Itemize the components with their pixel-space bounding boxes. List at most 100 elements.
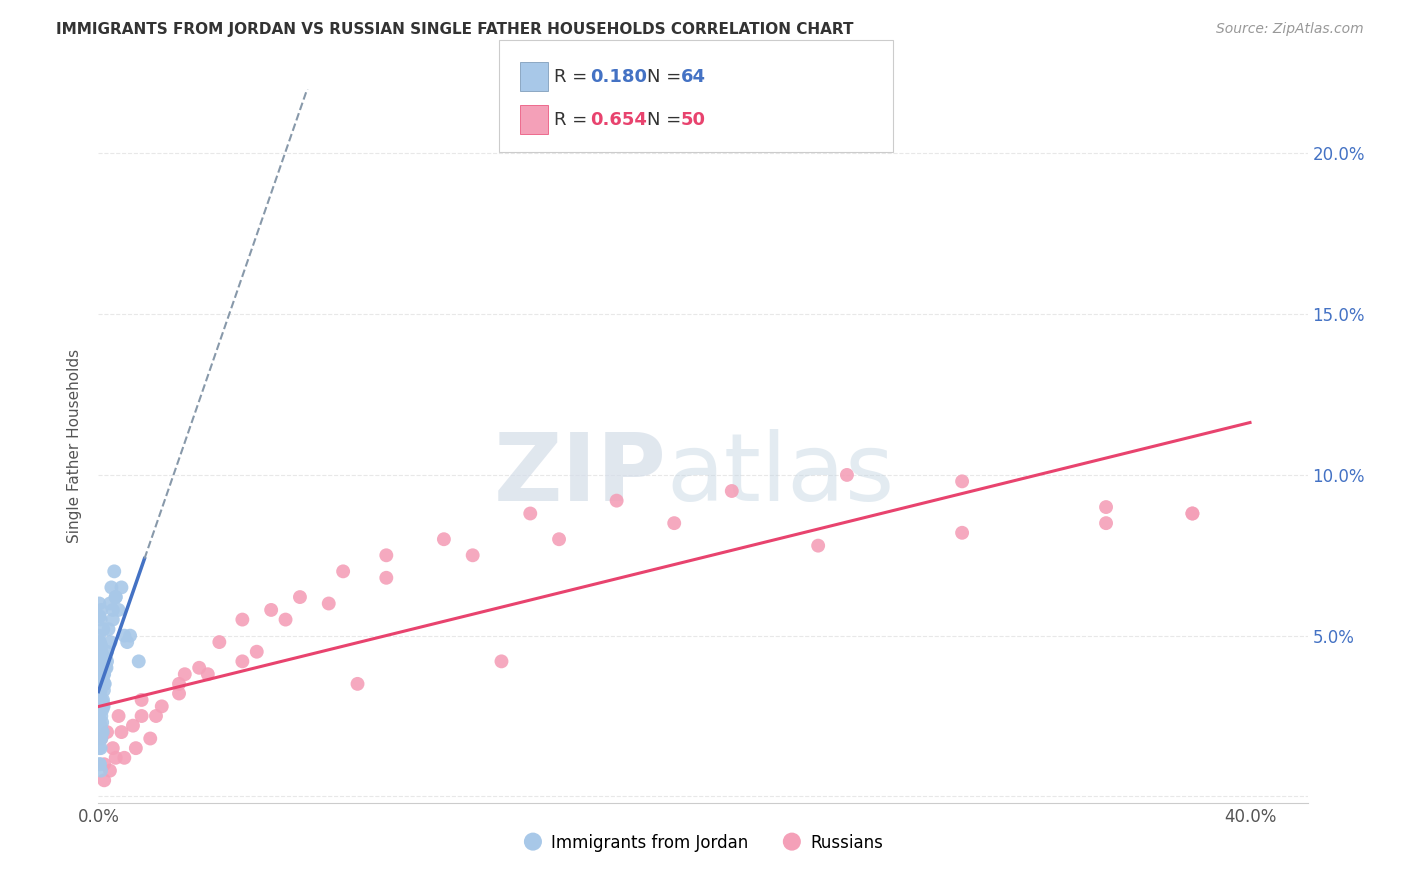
Point	[318, 597, 340, 611]
Point	[104, 751, 127, 765]
Point	[104, 590, 127, 604]
Point	[122, 719, 145, 733]
Point	[128, 654, 150, 668]
Point	[91, 725, 114, 739]
Point	[231, 654, 253, 668]
Point	[548, 533, 571, 547]
Text: 64: 64	[681, 68, 706, 86]
Point	[91, 693, 114, 707]
Point	[98, 597, 121, 611]
Point	[375, 549, 398, 563]
Text: R =: R =	[554, 111, 593, 128]
Point	[101, 603, 124, 617]
Point	[89, 731, 111, 746]
Point	[96, 654, 118, 668]
Point	[90, 613, 112, 627]
Point	[94, 677, 117, 691]
Point	[90, 725, 112, 739]
Point	[90, 645, 112, 659]
Point	[491, 654, 513, 668]
Point	[519, 507, 541, 521]
Point	[97, 622, 120, 636]
Point	[1181, 507, 1204, 521]
Point	[110, 581, 132, 595]
Point	[131, 709, 153, 723]
Point	[173, 667, 195, 681]
Text: N =: N =	[647, 111, 686, 128]
Text: 0.654: 0.654	[591, 111, 647, 128]
Point	[107, 709, 129, 723]
Point	[188, 661, 211, 675]
Point	[90, 638, 112, 652]
Point	[89, 651, 111, 665]
Point	[90, 667, 112, 681]
Point	[167, 677, 190, 691]
Point	[115, 635, 138, 649]
Point	[89, 719, 111, 733]
Point	[807, 539, 830, 553]
Point	[720, 483, 742, 498]
Point	[288, 590, 311, 604]
Point	[835, 467, 858, 482]
Point	[101, 613, 124, 627]
Point	[93, 667, 115, 681]
Point	[90, 709, 112, 723]
Point	[139, 731, 162, 746]
Point	[950, 475, 973, 489]
Point	[101, 741, 124, 756]
Point	[89, 683, 111, 698]
Point	[93, 699, 115, 714]
Point	[94, 661, 117, 675]
Point	[89, 609, 111, 624]
Point	[89, 686, 111, 700]
Point	[1181, 507, 1204, 521]
Point	[461, 549, 484, 563]
Text: Source: ZipAtlas.com: Source: ZipAtlas.com	[1216, 22, 1364, 37]
Point	[274, 613, 297, 627]
Y-axis label: Single Father Households: Single Father Households	[67, 349, 83, 543]
Point	[93, 677, 115, 691]
Point	[93, 773, 115, 788]
Point	[89, 635, 111, 649]
Text: ZIP: ZIP	[494, 428, 666, 521]
Point	[91, 696, 114, 710]
Text: IMMIGRANTS FROM JORDAN VS RUSSIAN SINGLE FATHER HOUSEHOLDS CORRELATION CHART: IMMIGRANTS FROM JORDAN VS RUSSIAN SINGLE…	[56, 22, 853, 37]
Point	[89, 657, 111, 672]
Point	[91, 622, 114, 636]
Point	[145, 709, 167, 723]
Point	[87, 629, 110, 643]
Point	[90, 741, 112, 756]
Point	[90, 677, 112, 691]
Point	[89, 757, 111, 772]
Point	[89, 661, 111, 675]
Point	[90, 764, 112, 778]
Point	[91, 699, 114, 714]
Point	[100, 581, 122, 595]
Point	[89, 597, 111, 611]
Point	[346, 677, 368, 691]
Point	[91, 715, 114, 730]
Point	[197, 667, 219, 681]
Point	[96, 661, 118, 675]
Point	[112, 751, 135, 765]
Point	[167, 686, 190, 700]
Point	[110, 725, 132, 739]
Point	[950, 525, 973, 540]
Point	[150, 699, 173, 714]
Point	[433, 533, 456, 547]
Text: 0.180: 0.180	[591, 68, 648, 86]
Point	[664, 516, 686, 530]
Point	[89, 741, 111, 756]
Point	[1095, 500, 1118, 514]
Point	[96, 725, 118, 739]
Point	[112, 629, 135, 643]
Text: 50: 50	[681, 111, 706, 128]
Point	[332, 565, 354, 579]
Point	[120, 629, 142, 643]
Point	[260, 603, 283, 617]
Legend: Immigrants from Jordan, Russians: Immigrants from Jordan, Russians	[516, 827, 890, 859]
Point	[125, 741, 148, 756]
Point	[246, 645, 269, 659]
Point	[90, 603, 112, 617]
Point	[90, 731, 112, 746]
